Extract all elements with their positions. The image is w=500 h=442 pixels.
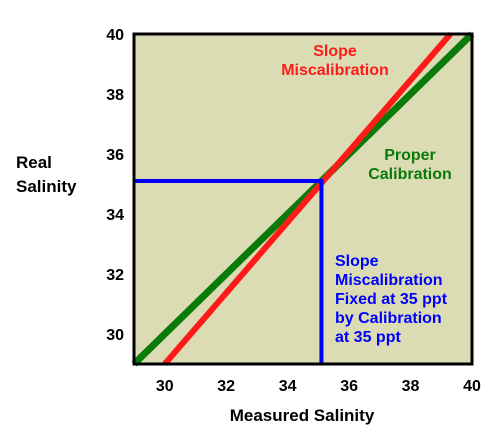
x-axis-label: Measured Salinity [230, 406, 375, 425]
x-tick-label: 36 [340, 378, 358, 395]
annotation-line: Slope [313, 43, 357, 60]
annotation-line: Miscalibration [281, 62, 389, 79]
x-tick-label: 32 [217, 378, 235, 395]
fixed-calibration-annotation: Slope Miscalibration Fixed at 35 ppt by Cal… [335, 253, 448, 346]
x-tick-label: 38 [402, 378, 420, 395]
proper-calibration-line [131, 31, 475, 367]
annotation-line: Proper [384, 147, 436, 164]
y-tick-label: 30 [106, 327, 124, 344]
plot-frame [132, 32, 474, 366]
annotation-line: Calibration [368, 166, 452, 183]
slope-miscalibration-line [162, 32, 453, 366]
y-tick-label: 36 [106, 147, 124, 164]
y-axis-label-line-1: Real [16, 153, 52, 172]
fixed-calibration-line [134, 179, 324, 364]
x-tick-label: 40 [463, 378, 481, 395]
x-tick-label: 34 [279, 378, 297, 395]
y-tick-label: 32 [106, 267, 124, 284]
y-tick-label: 40 [106, 27, 124, 44]
annotation-line: by Calibration [335, 310, 442, 327]
y-tick-label: 34 [106, 207, 124, 224]
annotations: Slope Miscalibration Proper Calibration Slop… [281, 43, 452, 346]
annotation-line: Fixed at 35 ppt [335, 291, 448, 308]
tick-labels: 30 32 34 36 38 40 30 32 34 36 38 40 [106, 27, 481, 395]
proper-calibration-annotation: Proper Calibration [368, 147, 452, 183]
annotation-line: Miscalibration [335, 272, 443, 289]
annotation-line: Slope [335, 253, 379, 270]
series-lines [131, 31, 475, 367]
y-tick-label: 38 [106, 87, 124, 104]
slope-miscalibration-annotation: Slope Miscalibration [281, 43, 389, 79]
annotation-line: at 35 ppt [335, 329, 401, 346]
y-axis-label-line-2: Salinity [16, 177, 77, 196]
x-tick-label: 30 [156, 378, 174, 395]
